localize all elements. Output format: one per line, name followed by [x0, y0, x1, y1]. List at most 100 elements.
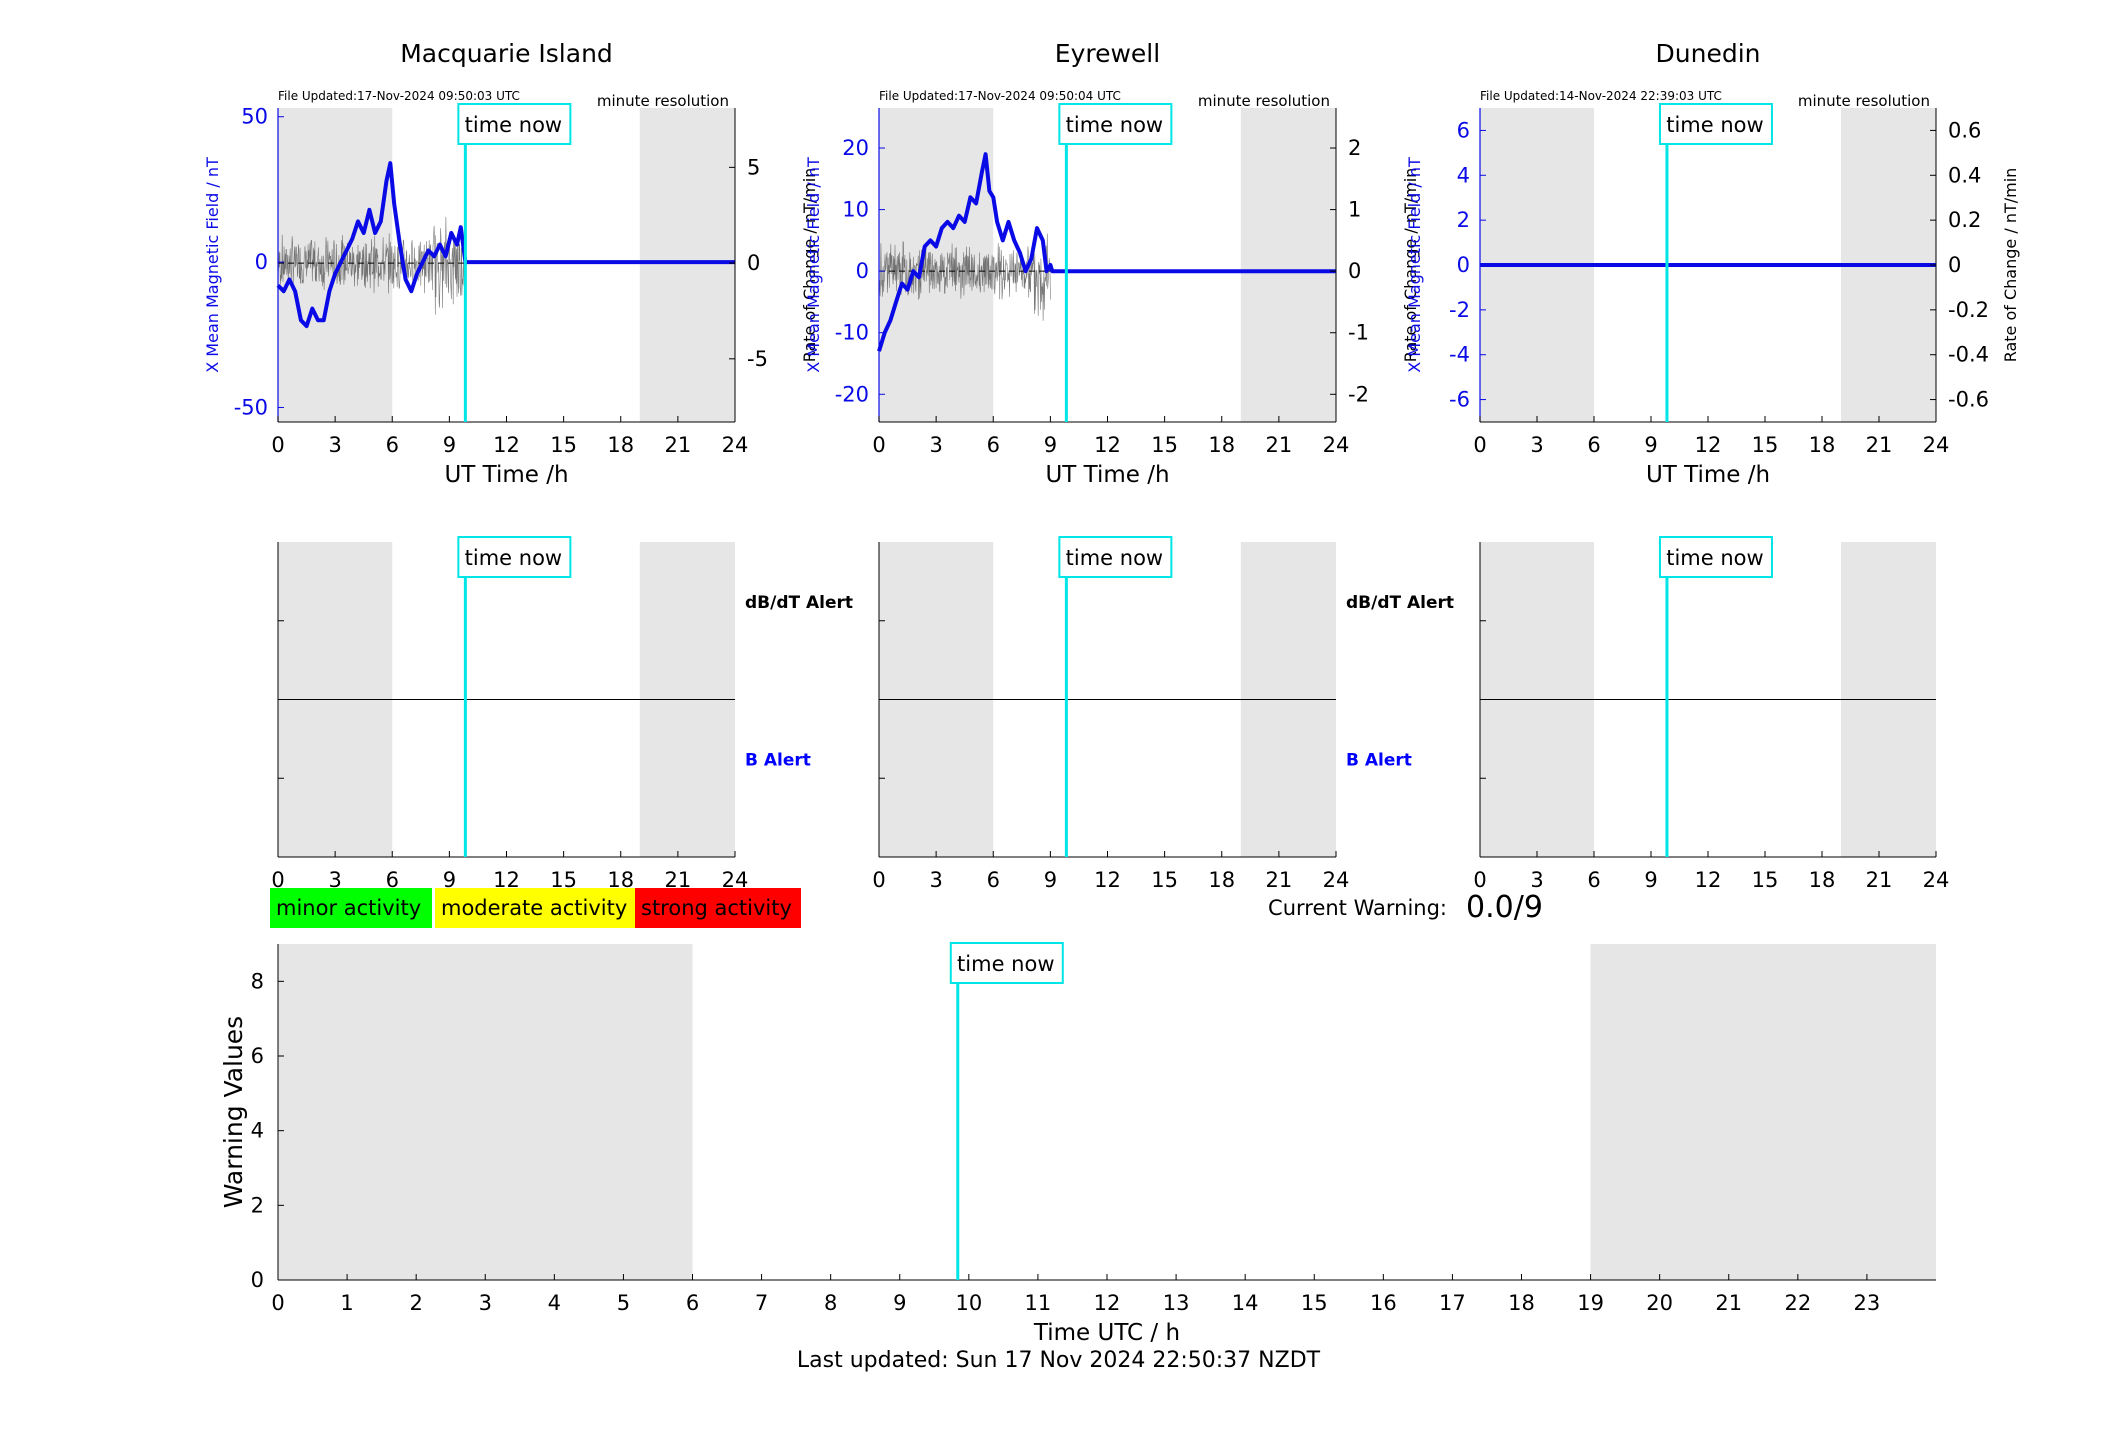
x-tick-label: 2: [409, 1291, 422, 1315]
left-tick-label: -20: [835, 382, 869, 406]
station-title: Macquarie Island: [400, 39, 613, 68]
right-tick-label: 0.6: [1948, 118, 1981, 142]
time-now-marker: time now: [1658, 536, 1773, 578]
x-tick-label: 1: [340, 1291, 353, 1315]
left-axis-label: X Mean Magnetic Field / nT: [203, 157, 222, 373]
left-tick-label: 10: [842, 198, 869, 222]
station-panel-2: Dunedin File Updated:14-Nov-2024 22:39:03…: [1405, 39, 2020, 488]
x-tick-label: 24: [722, 433, 749, 457]
x-tick-label: 3: [479, 1291, 492, 1315]
left-tick-label: -4: [1449, 343, 1470, 367]
x-tick-label: 8: [824, 1291, 837, 1315]
x-tick-label: 6: [987, 433, 1000, 457]
alert-x-tick-label: 0: [1473, 868, 1486, 892]
right-tick-label: -2: [1348, 382, 1369, 406]
night-band: [278, 944, 693, 1280]
alert-x-tick-label: 9: [1044, 868, 1057, 892]
left-tick-label: -6: [1449, 388, 1470, 412]
x-tick-label: 3: [328, 433, 341, 457]
alert-x-tick-label: 3: [1530, 868, 1543, 892]
file-updated: File Updated:17-Nov-2024 09:50:04 UTC: [879, 89, 1121, 103]
alert-x-tick-label: 6: [987, 868, 1000, 892]
x-tick-label: 18: [1508, 1291, 1535, 1315]
x-tick-label: 3: [929, 433, 942, 457]
alert-x-tick-label: 15: [1151, 868, 1178, 892]
x-tick-label: 21: [665, 433, 692, 457]
alert-x-tick-label: 15: [1752, 868, 1779, 892]
x-tick-label: 15: [550, 433, 577, 457]
legend-label-moderate: moderate activity: [441, 896, 627, 920]
x-tick-label: 0: [271, 433, 284, 457]
time-now-marker: time now: [1058, 536, 1173, 578]
resolution-label: minute resolution: [1198, 92, 1330, 110]
right-axis-label: Rate of Change / nT/min: [1401, 168, 1420, 363]
right-axis-label: Rate of Change / nT/min: [2001, 168, 2020, 363]
legend-label-minor: minor activity: [276, 896, 421, 920]
x-tick-label: 6: [386, 433, 399, 457]
station-title: Dunedin: [1656, 39, 1761, 68]
alert-x-tick-label: 6: [1587, 868, 1600, 892]
left-tick-label: 2: [1457, 208, 1470, 232]
current-warning-label: Current Warning:: [1268, 896, 1447, 920]
right-tick-label: 0: [1348, 259, 1361, 283]
x-tick-label: 15: [1752, 433, 1779, 457]
alert-x-tick-label: 21: [1266, 868, 1293, 892]
x-axis-label: UT Time /h: [444, 462, 568, 488]
y-tick-label: 6: [251, 1044, 264, 1068]
right-tick-label: 5: [747, 155, 760, 179]
x-tick-label: 12: [1695, 433, 1722, 457]
x-tick-label: 0: [872, 433, 885, 457]
x-tick-label: 24: [1923, 433, 1950, 457]
x-tick-label: 9: [443, 433, 456, 457]
time-now-box: [1658, 536, 1773, 578]
time-now-marker: time now: [457, 536, 572, 578]
field-line: [276, 161, 735, 329]
night-band: [639, 108, 735, 422]
right-tick-label: 2: [1348, 136, 1361, 160]
left-tick-label: 0: [255, 250, 268, 274]
y-tick-label: 4: [251, 1119, 264, 1143]
x-tick-label: 5: [617, 1291, 630, 1315]
x-axis-label: UT Time /h: [1045, 462, 1169, 488]
alert-x-tick-label: 9: [443, 868, 456, 892]
x-tick-label: 12: [1094, 1291, 1121, 1315]
x-axis-label: UT Time /h: [1646, 462, 1770, 488]
x-tick-label: 15: [1301, 1291, 1328, 1315]
time-now-label: time now: [465, 546, 562, 570]
night-band: [1590, 944, 1936, 1280]
db-dt-alert-label: dB/dT Alert: [1346, 593, 1454, 613]
x-tick-label: 23: [1854, 1291, 1881, 1315]
x-tick-label: 19: [1577, 1291, 1604, 1315]
alert-x-tick-label: 12: [1094, 868, 1121, 892]
legend-swatch-moderate: [435, 888, 635, 928]
time-now-label: time now: [1666, 113, 1763, 137]
right-tick-label: 0: [1948, 253, 1961, 277]
x-tick-label: 18: [607, 433, 634, 457]
legend-label-strong: strong activity: [641, 896, 792, 920]
time-now-label: time now: [465, 113, 562, 137]
alert-x-tick-label: 3: [929, 868, 942, 892]
x-tick-label: 9: [1644, 433, 1657, 457]
time-now-label: time now: [1066, 546, 1163, 570]
y-tick-label: 2: [251, 1193, 264, 1217]
alert-x-tick-label: 6: [386, 868, 399, 892]
right-tick-label: -0.4: [1948, 343, 1989, 367]
left-tick-label: -10: [835, 321, 869, 345]
x-tick-label: 3: [1530, 433, 1543, 457]
left-axis-label: X Mean Magnetic Field / nT: [1405, 157, 1424, 373]
time-now-marker: time now: [1058, 103, 1173, 145]
station-title: Eyrewell: [1055, 39, 1160, 68]
x-tick-label: 16: [1370, 1291, 1397, 1315]
x-tick-label: 6: [1587, 433, 1600, 457]
x-axis-label: Time UTC / h: [1033, 1320, 1180, 1346]
x-tick-label: 21: [1866, 433, 1893, 457]
x-tick-label: 18: [1809, 433, 1836, 457]
alert-x-tick-label: 0: [271, 868, 284, 892]
current-warning-value: 0.0/9: [1466, 890, 1543, 925]
time-now-label: time now: [1066, 113, 1163, 137]
right-tick-label: 1: [1348, 198, 1361, 222]
alert-x-tick-label: 21: [1866, 868, 1893, 892]
